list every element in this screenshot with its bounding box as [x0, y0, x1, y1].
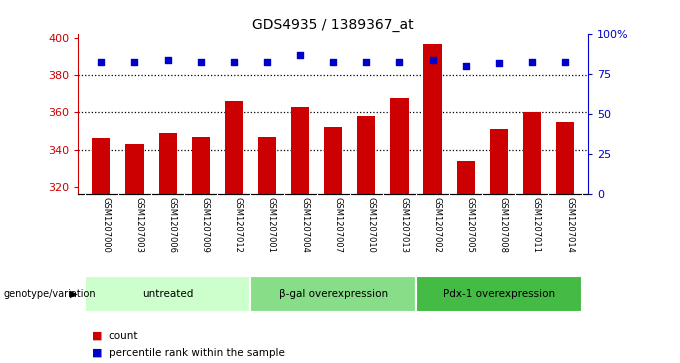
Text: GSM1207003: GSM1207003 [135, 197, 143, 253]
Title: GDS4935 / 1389367_at: GDS4935 / 1389367_at [252, 18, 414, 32]
Text: ■: ■ [92, 348, 102, 358]
Point [195, 59, 206, 65]
Point [427, 57, 438, 63]
Point [526, 59, 537, 65]
Point [560, 59, 571, 65]
Bar [258, 136, 276, 194]
Bar [490, 129, 508, 194]
Bar [250, 276, 416, 312]
Text: GSM1207012: GSM1207012 [234, 197, 243, 253]
Text: count: count [109, 331, 138, 341]
Text: GSM1207007: GSM1207007 [333, 197, 342, 253]
Bar [390, 98, 409, 194]
Text: GSM1207011: GSM1207011 [532, 197, 541, 253]
Bar [92, 139, 110, 194]
Text: GSM1207000: GSM1207000 [101, 197, 110, 253]
Point [228, 59, 239, 65]
Bar [456, 161, 475, 194]
Bar [324, 127, 342, 194]
Point [361, 59, 372, 65]
Bar [158, 133, 177, 194]
Text: GSM1207014: GSM1207014 [565, 197, 574, 253]
Point [328, 59, 339, 65]
Text: GSM1207009: GSM1207009 [201, 197, 209, 253]
Text: GSM1207010: GSM1207010 [367, 197, 375, 253]
Text: GSM1207006: GSM1207006 [167, 197, 177, 253]
Bar [556, 122, 574, 194]
Point [394, 59, 405, 65]
Bar [357, 116, 375, 194]
Point [460, 64, 471, 69]
Text: GSM1207001: GSM1207001 [267, 197, 276, 253]
Point [96, 59, 107, 65]
Bar [523, 113, 541, 194]
Text: genotype/variation: genotype/variation [3, 289, 96, 299]
Text: GSM1207004: GSM1207004 [300, 197, 309, 253]
Point [129, 59, 140, 65]
Point [262, 59, 273, 65]
Bar [192, 136, 210, 194]
Bar [225, 101, 243, 194]
Text: percentile rank within the sample: percentile rank within the sample [109, 348, 285, 358]
Bar [424, 44, 441, 194]
Bar [291, 107, 309, 194]
Text: β-gal overexpression: β-gal overexpression [279, 289, 388, 299]
Text: untreated: untreated [142, 289, 193, 299]
Bar [85, 276, 250, 312]
Text: Pdx-1 overexpression: Pdx-1 overexpression [443, 289, 555, 299]
Text: GSM1207008: GSM1207008 [499, 197, 508, 253]
Bar [416, 276, 581, 312]
Point [162, 57, 173, 63]
Point [494, 60, 505, 66]
Bar [125, 144, 143, 194]
Text: ■: ■ [92, 331, 102, 341]
Point [294, 52, 305, 58]
Text: GSM1207005: GSM1207005 [466, 197, 475, 253]
Text: ▶: ▶ [69, 289, 78, 299]
Text: GSM1207013: GSM1207013 [399, 197, 409, 253]
Text: GSM1207002: GSM1207002 [432, 197, 441, 253]
